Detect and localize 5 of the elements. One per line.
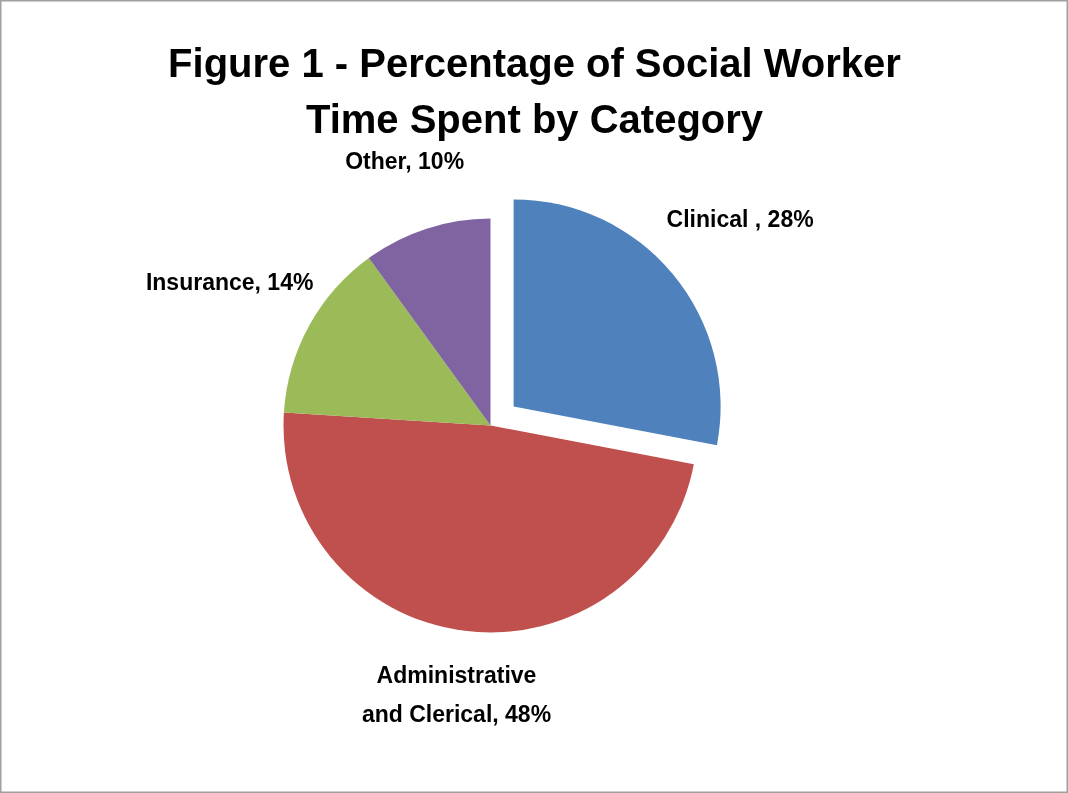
- chart-title: Figure 1 - Percentage of Social Worker Time Spent by Category: [168, 40, 901, 141]
- slice-label: Other, 10%: [345, 148, 465, 175]
- slice-label: Administrative and Clerical, 48%: [361, 662, 552, 728]
- slice-label: Clinical , 28%: [666, 206, 814, 232]
- slice-label: Insurance, 14%: [145, 269, 314, 296]
